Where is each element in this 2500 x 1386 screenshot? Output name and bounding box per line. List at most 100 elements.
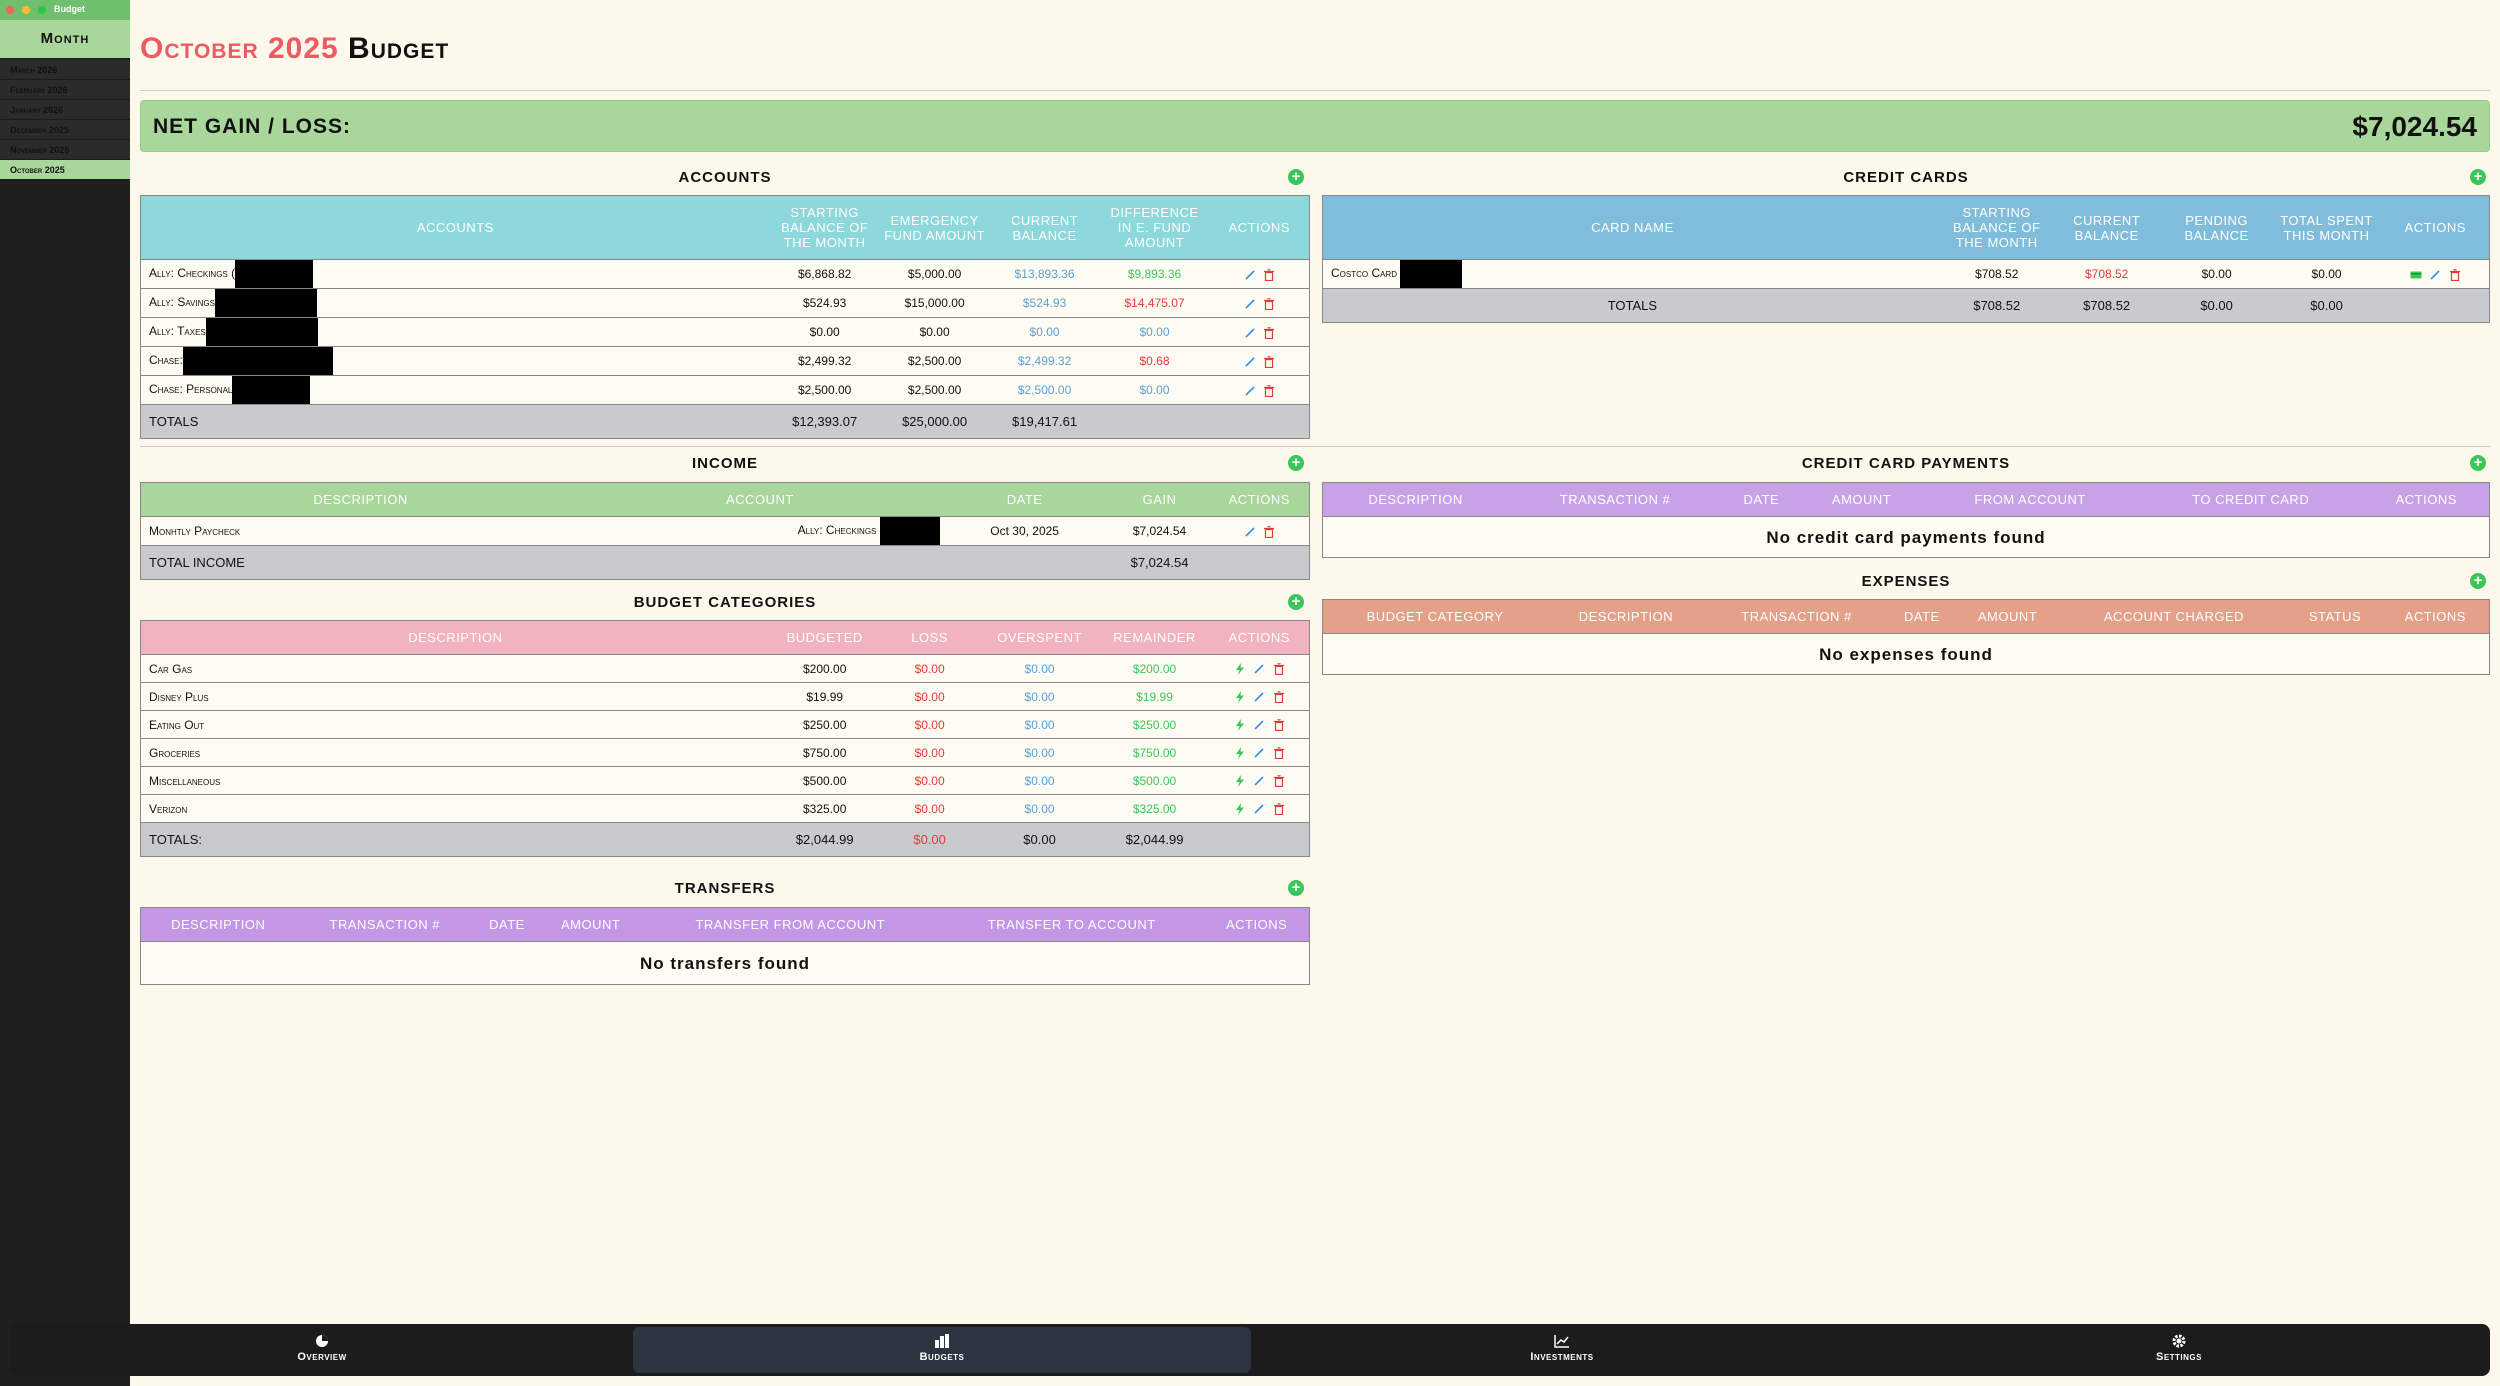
category-loss-cell: $0.00 — [879, 738, 980, 767]
accounts-title: ACCOUNTS — [678, 169, 772, 186]
col-header: Total Spent this Month — [2280, 212, 2373, 243]
delete-icon[interactable] — [2449, 269, 2461, 281]
account-efund-cell: $5,000.00 — [879, 259, 990, 289]
edit-icon[interactable] — [1244, 298, 1256, 310]
edit-icon[interactable] — [1244, 327, 1256, 339]
lightning-icon[interactable] — [1234, 747, 1246, 760]
delete-icon[interactable] — [1263, 526, 1275, 538]
table-row[interactable]: Monhtly Paycheck Ally: Checkings Oct 30,… — [140, 516, 1310, 546]
edit-icon[interactable] — [1253, 747, 1265, 759]
category-loss-cell: $0.00 — [879, 654, 980, 683]
table-row[interactable]: Groceries $750.00 $0.00 $0.00 $750.00 — [140, 738, 1310, 767]
edit-icon[interactable] — [1244, 526, 1256, 538]
add-expense-button[interactable]: + — [2470, 573, 2486, 589]
sidebar-month-item[interactable]: December 2025 — [0, 120, 130, 140]
sidebar-month-item[interactable]: February 2026 — [0, 80, 130, 100]
card-start-cell: $708.52 — [1941, 259, 2052, 289]
delete-icon[interactable] — [1263, 298, 1275, 310]
delete-icon[interactable] — [1273, 691, 1285, 704]
income-date-cell: Oct 30, 2025 — [939, 516, 1110, 546]
redacted-block — [182, 347, 333, 375]
add-cc-payment-button[interactable]: + — [2470, 455, 2486, 471]
delete-icon[interactable] — [1273, 663, 1285, 676]
tab-label: Investments — [1530, 1351, 1594, 1363]
net-gain-loss-banner: NET GAIN / LOSS: $7,024.54 — [140, 100, 2490, 152]
col-header: Date — [1903, 609, 1940, 624]
delete-icon[interactable] — [1273, 775, 1285, 788]
gear-icon — [2172, 1334, 2186, 1348]
col-header: Budgeted — [786, 630, 863, 645]
lightning-icon[interactable] — [1234, 775, 1246, 788]
redacted-block — [879, 517, 940, 545]
edit-icon[interactable] — [1244, 356, 1256, 368]
account-diff-cell: $0.00 — [1099, 375, 1210, 405]
account-name: Chase: — [149, 353, 183, 368]
sidebar-month-item[interactable]: November 2025 — [0, 140, 130, 160]
add-budget-category-button[interactable]: + — [1288, 594, 1304, 610]
tab-overview[interactable]: Overview — [13, 1327, 631, 1373]
table-row[interactable]: Disney Plus $19.99 $0.00 $0.00 $19.99 — [140, 682, 1310, 711]
totals-label: TOTALS — [1322, 288, 1942, 323]
sidebar-month-item-active[interactable]: October 2025 — [0, 160, 130, 180]
actions-cell — [1209, 682, 1310, 711]
tab-settings[interactable]: Settings — [1870, 1327, 2488, 1373]
lightning-icon[interactable] — [1234, 719, 1246, 732]
minimize-window-button[interactable] — [22, 6, 30, 14]
col-header: Description — [1578, 609, 1674, 624]
zoom-window-button[interactable] — [38, 6, 46, 14]
empty-cell — [939, 545, 1110, 580]
delete-icon[interactable] — [1273, 719, 1285, 732]
delete-icon[interactable] — [1263, 327, 1275, 339]
edit-icon[interactable] — [1244, 269, 1256, 281]
delete-icon[interactable] — [1263, 356, 1275, 368]
credit-card-icon[interactable] — [2410, 269, 2422, 281]
table-row[interactable]: Costco Card $708.52 $708.52 $0.00 $0.00 — [1322, 259, 2490, 289]
account-name-cell: Ally: Taxes — [140, 317, 770, 347]
table-row[interactable]: Eating Out $250.00 $0.00 $0.00 $250.00 — [140, 710, 1310, 739]
card-name-cell: Costco Card — [1322, 259, 1942, 289]
add-account-button[interactable]: + — [1288, 169, 1304, 185]
close-window-button[interactable] — [6, 6, 14, 14]
actions-cell — [1209, 288, 1310, 318]
lightning-icon[interactable] — [1234, 663, 1246, 676]
totals-row: TOTALS $12,393.07 $25,000.00 $19,417.61 — [140, 404, 1310, 439]
add-transfer-button[interactable]: + — [1288, 880, 1304, 896]
category-remainder-cell: $750.00 — [1099, 738, 1210, 767]
delete-icon[interactable] — [1273, 803, 1285, 816]
sidebar-month-item[interactable]: March 2026 — [0, 60, 130, 80]
table-row[interactable]: Ally: Savings $524.93 $15,000.00 $524.93… — [140, 288, 1310, 318]
col-header: Starting Balance of the Month — [1953, 205, 2041, 250]
table-row[interactable]: Car Gas $200.00 $0.00 $0.00 $200.00 — [140, 654, 1310, 683]
account-efund-cell: $0.00 — [879, 317, 990, 347]
edit-icon[interactable] — [1253, 719, 1265, 731]
edit-icon[interactable] — [1253, 775, 1265, 787]
edit-icon[interactable] — [1253, 663, 1265, 675]
edit-icon[interactable] — [1244, 385, 1256, 397]
category-desc-cell: Groceries — [140, 738, 770, 767]
credit-cards-header-row: Card Name Starting Balance of the Month … — [1322, 195, 2490, 260]
edit-icon[interactable] — [2429, 269, 2441, 281]
delete-icon[interactable] — [1263, 385, 1275, 397]
account-efund-cell: $2,500.00 — [879, 375, 990, 405]
tab-budgets[interactable]: Budgets — [633, 1327, 1251, 1373]
tab-investments[interactable]: Investments — [1253, 1327, 1871, 1373]
table-row[interactable]: Chase: Personal $2,500.00 $2,500.00 $2,5… — [140, 375, 1310, 405]
table-row[interactable]: Verizon $325.00 $0.00 $0.00 $325.00 — [140, 794, 1310, 823]
lightning-icon[interactable] — [1234, 803, 1246, 816]
sidebar-month-item[interactable]: January 2026 — [0, 100, 130, 120]
income-account: Ally: Checkings — [797, 523, 877, 538]
lightning-icon[interactable] — [1234, 691, 1246, 704]
add-income-button[interactable]: + — [1288, 455, 1304, 471]
table-row[interactable]: Chase: $2,499.32 $2,500.00 $2,499.32 $0.… — [140, 346, 1310, 376]
table-row[interactable]: Ally: Taxes $0.00 $0.00 $0.00 $0.00 — [140, 317, 1310, 347]
table-row[interactable]: Miscellaneous $500.00 $0.00 $0.00 $500.0… — [140, 766, 1310, 795]
category-loss-cell: $0.00 — [879, 794, 980, 823]
col-header: Gain — [1142, 492, 1177, 507]
add-credit-card-button[interactable]: + — [2470, 169, 2486, 185]
table-row[interactable]: Ally: Checkings ( $6,868.82 $5,000.00 $1… — [140, 259, 1310, 289]
delete-icon[interactable] — [1263, 269, 1275, 281]
edit-icon[interactable] — [1253, 691, 1265, 703]
edit-icon[interactable] — [1253, 803, 1265, 815]
delete-icon[interactable] — [1273, 747, 1285, 760]
transfers-empty-message: No transfers found — [140, 941, 1310, 985]
